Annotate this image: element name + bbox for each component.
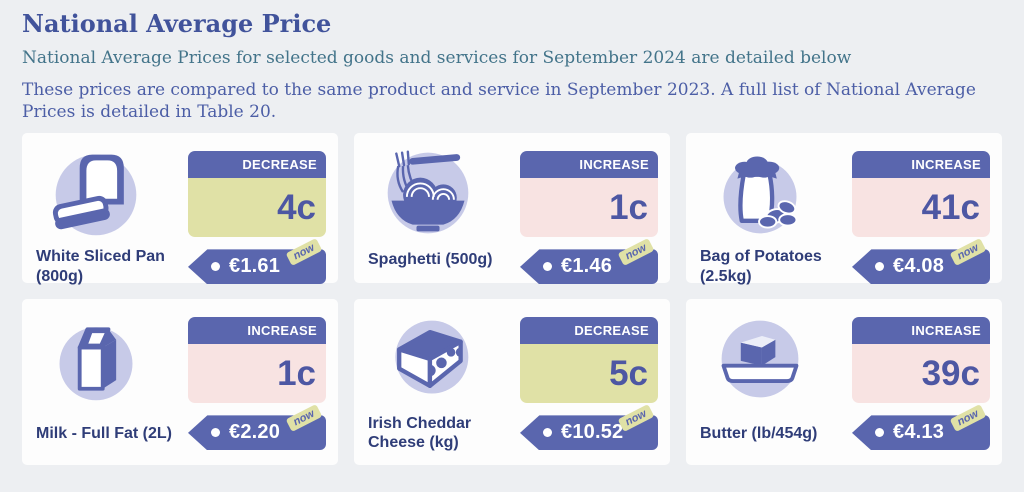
spaghetti-icon (387, 150, 469, 234)
page-subtitle: National Average Prices for selected goo… (22, 47, 852, 68)
product-card-cheese: Irish Cheddar Cheese (kg) DECREASE 5c €1… (354, 299, 670, 466)
change-badge: INCREASE 41c (852, 151, 990, 238)
change-amount-value: 1c (188, 344, 326, 404)
change-badge: INCREASE 39c (852, 317, 990, 404)
current-price-value: €1.61 (229, 255, 281, 278)
product-name: Irish Cheddar Cheese (kg) (368, 415, 472, 452)
price-cards-grid: White Sliced Pan (800g) DECREASE 4c €1.6… (22, 133, 1002, 466)
product-name: Bag of Potatoes (2.5kg) (700, 248, 822, 285)
product-card-milk: Milk - Full Fat (2L) INCREASE 1c €2.20 n… (22, 299, 338, 466)
change-badge: DECREASE 4c (188, 151, 326, 238)
change-direction-label: DECREASE (520, 317, 658, 345)
current-price-value: €4.13 (893, 421, 945, 444)
butter-icon (721, 320, 799, 398)
change-badge: INCREASE 1c (188, 317, 326, 404)
product-card-potatoes: Bag of Potatoes (2.5kg) INCREASE 41c €4.… (686, 133, 1002, 285)
tag-hole-icon (875, 428, 884, 438)
tag-hole-icon (875, 262, 884, 272)
price-tag: €1.61 now (188, 238, 326, 285)
current-price-value: €2.20 (229, 421, 281, 444)
change-amount-value: 4c (188, 178, 326, 238)
change-direction-label: INCREASE (188, 317, 326, 345)
page-description: These prices are compared to the same pr… (22, 79, 976, 122)
change-direction-label: INCREASE (852, 151, 990, 179)
price-tag: €4.13 now (852, 404, 990, 451)
product-card-butter: Butter (lb/454g) INCREASE 39c €4.13 now (686, 299, 1002, 466)
change-amount-value: 41c (852, 178, 990, 238)
price-tag: €4.08 now (852, 238, 990, 285)
current-price-value: €4.08 (893, 255, 945, 278)
price-tag: €10.52 now (520, 404, 658, 451)
current-price-value: €10.52 (561, 421, 624, 444)
tag-hole-icon (543, 262, 552, 272)
current-price-value: €1.46 (561, 255, 613, 278)
price-tag: €1.46 now (520, 238, 658, 285)
cheese-icon (395, 320, 469, 394)
change-direction-label: DECREASE (188, 151, 326, 179)
price-tag: €2.20 now (188, 404, 326, 451)
change-direction-label: INCREASE (520, 151, 658, 179)
change-amount-value: 5c (520, 344, 658, 404)
change-badge: DECREASE 5c (520, 317, 658, 404)
page-title: National Average Price (22, 9, 332, 38)
product-name: Butter (lb/454g) (700, 424, 818, 442)
product-name: Spaghetti (500g) (368, 250, 493, 268)
change-amount-value: 39c (852, 344, 990, 404)
tag-hole-icon (211, 262, 220, 272)
potatoes-icon (723, 156, 798, 234)
change-amount-value: 1c (520, 178, 658, 238)
tag-hole-icon (543, 428, 552, 438)
page-header: National Average Price National Average … (0, 0, 1024, 123)
product-name: Milk - Full Fat (2L) (36, 424, 172, 442)
product-card-spaghetti: Spaghetti (500g) INCREASE 1c €1.46 now (354, 133, 670, 285)
change-badge: INCREASE 1c (520, 151, 658, 238)
product-card-white-sliced-pan: White Sliced Pan (800g) DECREASE 4c €1.6… (22, 133, 338, 285)
bread-icon (52, 154, 137, 236)
milk-icon (59, 327, 133, 401)
change-direction-label: INCREASE (852, 317, 990, 345)
tag-hole-icon (211, 428, 220, 438)
product-name: White Sliced Pan (800g) (36, 248, 165, 285)
